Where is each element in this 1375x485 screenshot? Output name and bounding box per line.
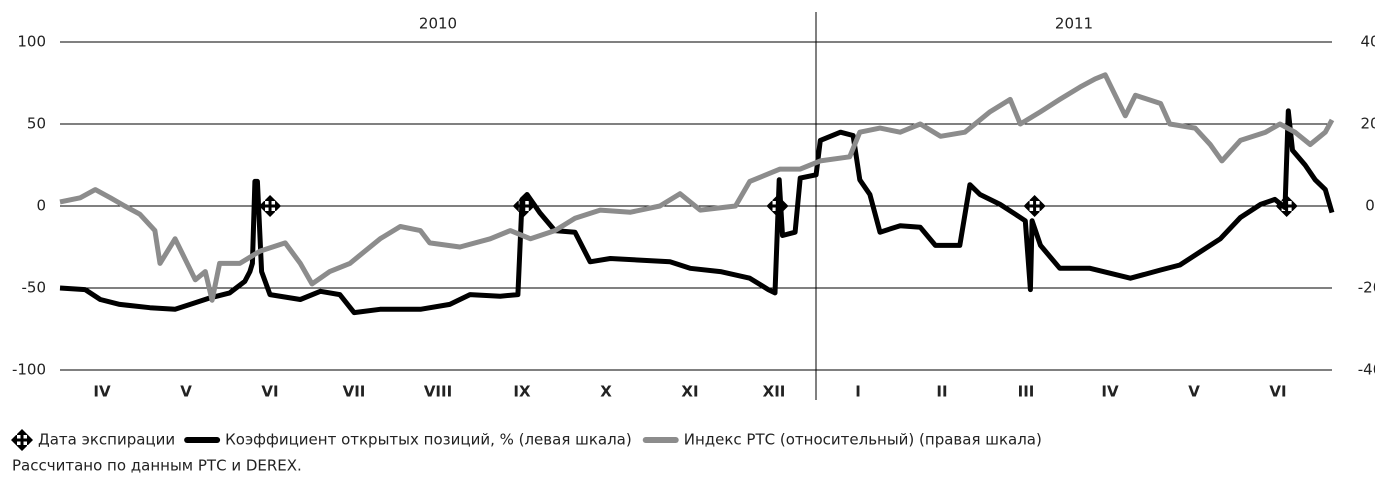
marker-shape (259, 195, 282, 217)
x-tick-label: V (1188, 383, 1200, 401)
y-tick-label: 100 (17, 33, 46, 51)
y2-tick-label: 40 (1360, 33, 1375, 51)
marker-shape (1023, 195, 1046, 217)
expiration-marker (1275, 195, 1298, 217)
y-tick-label: -100 (12, 361, 46, 379)
x-tick-label: I (855, 383, 861, 401)
year-label: 2010 (419, 15, 457, 33)
marker-shape (20, 434, 24, 446)
x-tick-label: IX (513, 383, 531, 401)
expiration-marker (512, 195, 535, 217)
marker-shape (1033, 200, 1037, 212)
marker-shape (522, 200, 526, 212)
x-tick-label: IV (93, 383, 111, 401)
marker-shape (268, 200, 272, 212)
y-tick-label: -50 (22, 279, 47, 297)
y2-tick-label: 20 (1360, 115, 1375, 133)
expiration-marker (1023, 195, 1046, 217)
x-tick-label: VI (1269, 383, 1286, 401)
legend-label: Дата экспирации (38, 431, 175, 449)
series-line (59, 108, 1335, 316)
marker-shape (1285, 200, 1289, 212)
x-tick-label: V (180, 383, 192, 401)
y-tick-label: 0 (36, 197, 46, 215)
x-tick-label: X (600, 383, 612, 401)
marker-shape (512, 195, 535, 217)
y-tick-label: 50 (27, 115, 46, 133)
y2-tick-label: 0 (1365, 197, 1375, 215)
legend-label: Коэффициент открытых позиций, % (левая ш… (225, 431, 632, 449)
expiration-marker (11, 429, 33, 451)
x-tick-label: III (1018, 383, 1035, 401)
marker-shape (775, 200, 779, 212)
year-label: 2011 (1055, 15, 1093, 33)
expiration-marker (766, 195, 789, 217)
marker-shape (11, 429, 33, 451)
x-tick-label: XI (681, 383, 698, 401)
marker-shape (766, 195, 789, 217)
x-tick-label: II (936, 383, 947, 401)
y2-tick-label: -40 (1358, 361, 1375, 379)
series-line (59, 72, 1335, 303)
x-tick-label: VII (343, 383, 366, 401)
x-tick-label: VIII (424, 383, 452, 401)
marker-shape (1275, 195, 1298, 217)
legend-label: Индекс РТС (относительный) (правая шкала… (684, 431, 1042, 449)
expiration-marker (259, 195, 282, 217)
x-tick-label: VI (261, 383, 278, 401)
x-tick-label: XII (763, 383, 786, 401)
x-tick-label: IV (1101, 383, 1119, 401)
y2-tick-label: -20 (1358, 279, 1375, 297)
footnote: Рассчитано по данным РТС и DEREX. (12, 457, 302, 475)
